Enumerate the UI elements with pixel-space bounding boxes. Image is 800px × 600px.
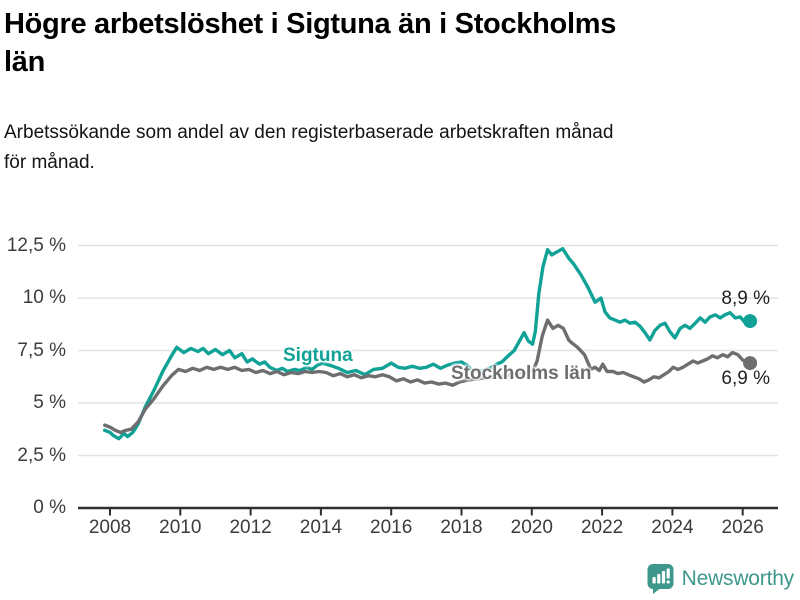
x-tick-label: 2018 [440, 517, 483, 538]
y-tick-label: 7,5 % [17, 339, 66, 361]
newsworthy-logo-icon [647, 564, 674, 594]
plot-canvas [78, 244, 778, 516]
series-label-sigtuna: Sigtuna [283, 345, 353, 366]
x-tick-label: 2020 [510, 517, 553, 538]
x-tick-label: 2024 [651, 517, 694, 538]
x-tick-label: 2014 [299, 517, 343, 538]
end-value-label-sigtuna: 8,9 % [721, 288, 770, 309]
y-tick-label: 2,5 % [17, 444, 66, 466]
chart-title: Högre arbetslöshet i Sigtuna än i Stockh… [4, 8, 617, 78]
y-tick-label: 5 % [33, 392, 66, 413]
y-tick-label: 10 % [22, 287, 66, 308]
x-tick-label: 2022 [580, 517, 624, 538]
x-tick-label: 2026 [721, 517, 764, 538]
end-value-label-stockholms-lan: 6,9 % [721, 368, 770, 389]
chart-subtitle: Arbetssökande som andel av den registerb… [4, 122, 614, 173]
x-tick-label: 2012 [229, 517, 272, 538]
brand-footer: Newsworthy [647, 563, 794, 594]
x-tick-label: 2010 [159, 517, 202, 538]
x-tick-label: 2008 [88, 517, 132, 538]
series-label-stockholms-lan: Stockholms län [451, 363, 592, 384]
x-tick-label: 2016 [370, 517, 413, 538]
brand-name: Newsworthy [681, 566, 795, 590]
y-tick-label: 0 % [33, 497, 66, 518]
y-tick-label: 12,5 % [6, 234, 66, 256]
